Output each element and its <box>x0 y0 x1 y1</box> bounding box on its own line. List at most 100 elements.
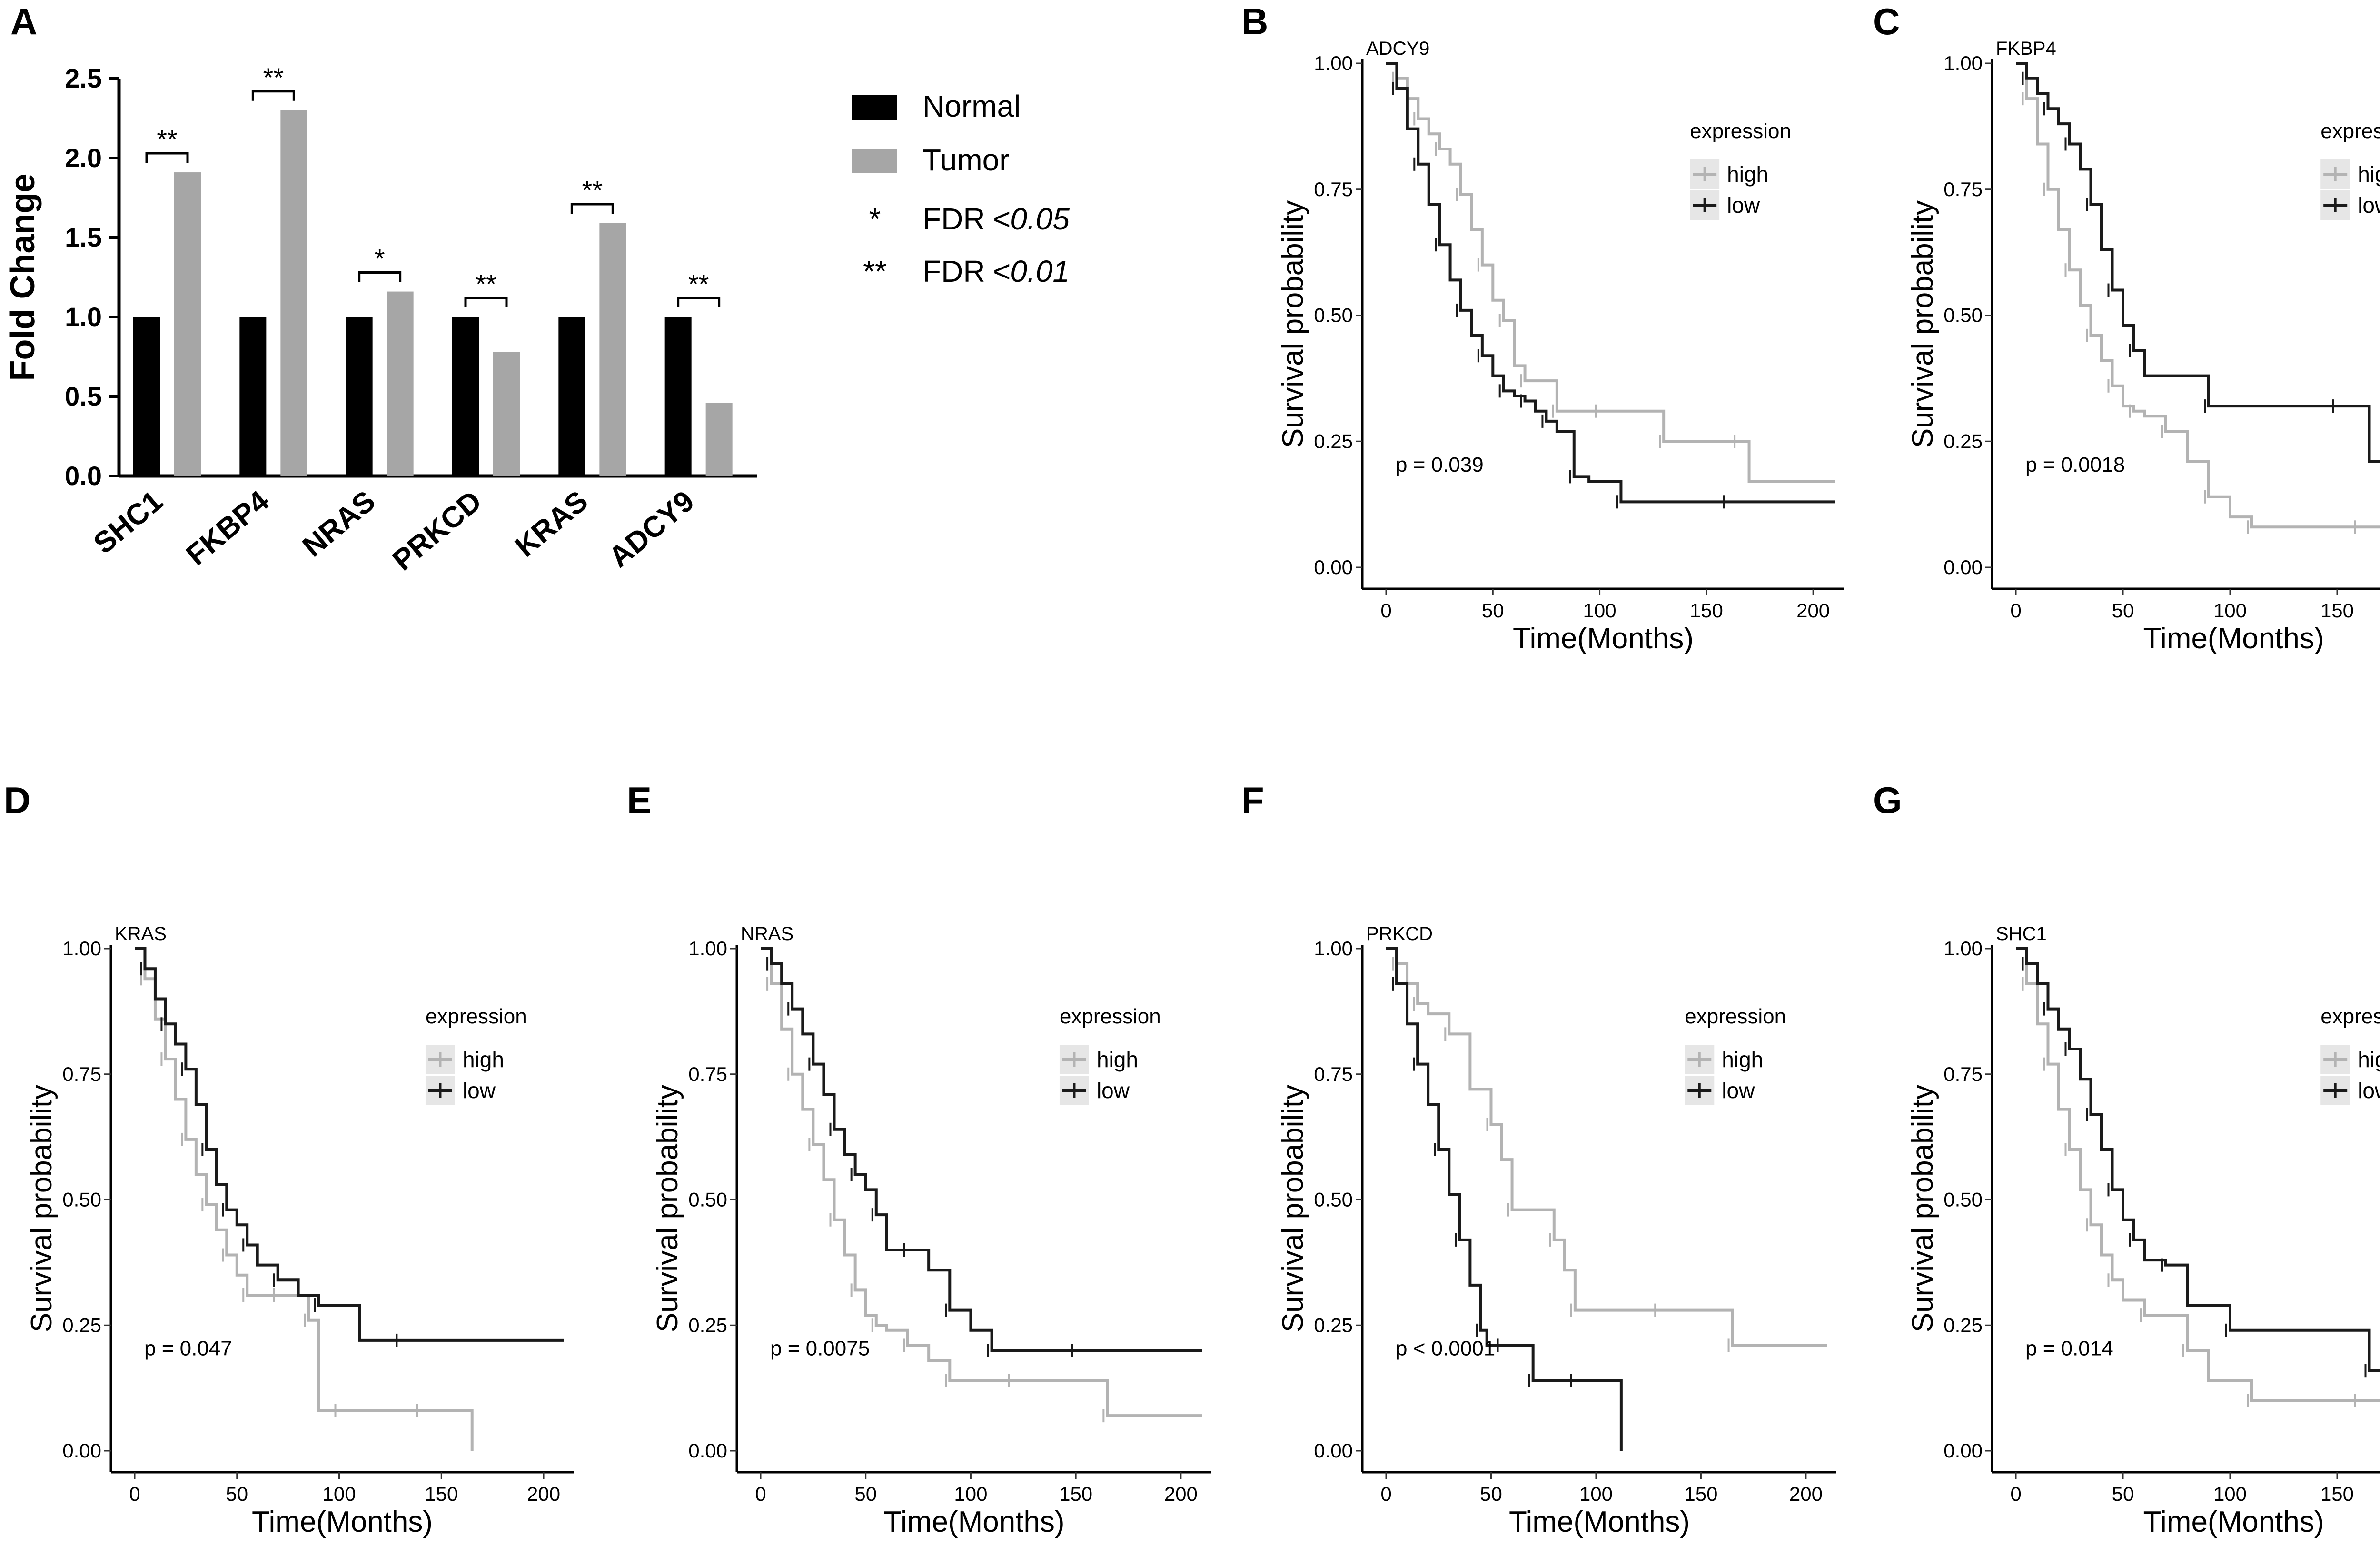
km-p-value: p = 0.0075 <box>770 1337 870 1360</box>
bar-normal-prkcd <box>452 317 479 476</box>
km-legend-label-low: low <box>463 1078 496 1103</box>
km-p-value: p = 0.039 <box>1396 453 1484 476</box>
significance-mark: ** <box>688 269 709 299</box>
bar-normal-adcy9 <box>664 317 692 476</box>
x-category-label: SHC1 <box>88 485 169 560</box>
km-y-axis-title: Survival probability <box>25 1085 58 1332</box>
x-category-label: NRAS <box>297 485 382 564</box>
km-p-value: p = 0.014 <box>2025 1337 2113 1360</box>
km-x-tick-label: 50 <box>226 1483 248 1505</box>
km-x-tick-label: 0 <box>1380 599 1391 622</box>
km-y-tick-label: 1.00 <box>688 937 727 960</box>
x-category-label: FKBP4 <box>180 485 275 572</box>
km-y-axis-title: Survival probability <box>651 1085 684 1332</box>
km-x-tick-label: 100 <box>2213 599 2247 622</box>
km-x-axis-title: Time(Months) <box>1509 1506 1690 1538</box>
km-x-tick-label: 200 <box>1164 1483 1198 1505</box>
km-x-tick-label: 150 <box>1690 599 1723 622</box>
km-curve-high <box>2016 62 2380 529</box>
km-panel-prkcd: F PRKCD 0.00 0.25 0.50 0.75 1.00 0 50 100 150 200 Ti… <box>1241 779 1836 1538</box>
km-x-tick-label: 50 <box>854 1483 877 1505</box>
x-category-label: PRKCD <box>387 485 488 577</box>
bar-tumor-adcy9 <box>705 403 733 476</box>
y-tick-label: 0.5 <box>65 381 102 411</box>
km-y-tick-label: 1.00 <box>1944 52 1983 74</box>
km-y-tick-label: 1.00 <box>1314 52 1353 74</box>
km-curve-low <box>761 947 1202 1352</box>
km-x-tick-label: 50 <box>2112 599 2134 622</box>
km-y-tick-label: 0.00 <box>1944 1439 1983 1462</box>
km-x-axis-title: Time(Months) <box>2143 1506 2324 1538</box>
km-legend-label-high: high <box>1097 1047 1138 1072</box>
y-tick-label: 2.0 <box>65 143 102 173</box>
km-x-tick-label: 0 <box>129 1483 140 1505</box>
km-curve-low <box>135 947 564 1342</box>
km-y-axis-title: Survival probability <box>1277 1085 1309 1332</box>
bar-normal-fkbp4 <box>239 317 267 476</box>
bar-tumor-kras <box>599 223 626 476</box>
panel-letter-b: B <box>1241 0 1268 42</box>
km-legend-label-low: low <box>1727 193 1760 218</box>
km-x-tick-label: 100 <box>2213 1483 2247 1505</box>
km-curve-low <box>1386 947 1623 1451</box>
km-curve-high <box>2016 947 2380 1402</box>
km-legend-title: expression <box>2320 119 2380 143</box>
km-legend: expression high low <box>1690 119 1791 220</box>
bar-tumor-nras <box>387 291 414 476</box>
km-y-tick-label: 0.25 <box>1944 430 1983 452</box>
km-x-tick-label: 150 <box>1684 1483 1717 1505</box>
y-tick-label: 0.0 <box>65 461 102 491</box>
panel-letter-d: D <box>4 779 30 821</box>
km-y-axis-title: Survival probability <box>1906 1085 1939 1332</box>
km-panel-shc1: GSHC10.000.250.500.751.00050100150200Tim… <box>1873 779 2380 1538</box>
km-y-axis-title: Survival probability <box>1277 200 1309 448</box>
km-x-tick-label: 0 <box>2010 1483 2021 1505</box>
km-legend-label-high: high <box>1727 162 1768 187</box>
km-y-tick-label: 0.75 <box>688 1063 727 1085</box>
km-x-axis-title: Time(Months) <box>252 1506 433 1538</box>
km-panel-fkbp4: CFKBP40.000.250.500.751.00050100150200Ti… <box>1873 0 2380 655</box>
significance-bracket <box>464 297 508 307</box>
bar-tumor-prkcd <box>493 352 520 476</box>
km-legend: expression high low <box>1059 1005 1161 1105</box>
km-title: KRAS <box>115 923 167 944</box>
bar-normal-shc1 <box>133 317 160 476</box>
km-y-tick-label: 0.50 <box>1314 304 1353 327</box>
km-x-tick-label: 200 <box>1789 1483 1823 1505</box>
significance-mark: ** <box>476 269 496 299</box>
km-curve-high <box>1386 62 1835 483</box>
km-p-value: p < 0.0001 <box>1396 1337 1495 1360</box>
km-x-tick-label: 150 <box>2320 1483 2354 1505</box>
km-curve-low <box>1386 62 1835 504</box>
legend-fdr-mark: * <box>869 202 881 236</box>
km-y-tick-label: 0.00 <box>1944 556 1983 578</box>
km-y-tick-label: 0.75 <box>1944 178 1983 200</box>
km-x-tick-label: 50 <box>1480 1483 1502 1505</box>
km-legend-label-low: low <box>1097 1078 1130 1103</box>
km-x-tick-label: 150 <box>425 1483 458 1505</box>
legend-fdr-mark: ** <box>863 254 887 288</box>
km-x-tick-label: 0 <box>2010 599 2021 622</box>
km-y-tick-label: 0.25 <box>1314 430 1353 452</box>
significance-bracket <box>677 297 721 307</box>
legend-fdr-threshold: <0.01 <box>992 254 1070 288</box>
km-y-tick-label: 0.75 <box>62 1063 101 1085</box>
km-x-tick-label: 100 <box>1579 1483 1613 1505</box>
km-y-tick-label: 0.50 <box>1944 1189 1983 1211</box>
km-x-tick-label: 100 <box>954 1483 987 1505</box>
significance-bracket <box>358 271 402 282</box>
km-x-tick-label: 50 <box>1482 599 1504 622</box>
km-x-tick-label: 50 <box>2112 1483 2134 1505</box>
km-y-tick-label: 0.50 <box>1314 1189 1353 1211</box>
km-x-tick-label: 0 <box>755 1483 766 1505</box>
km-x-tick-label: 150 <box>2320 599 2354 622</box>
legend-fdr-prefix: FDR <box>922 202 985 236</box>
km-y-tick-label: 0.50 <box>62 1189 101 1211</box>
km-y-tick-label: 0.25 <box>1314 1314 1353 1336</box>
km-y-tick-label: 1.00 <box>1314 937 1353 960</box>
km-x-tick-label: 200 <box>1796 599 1830 622</box>
x-category-label: KRAS <box>509 485 594 564</box>
panel-letter-f: F <box>1241 779 1264 821</box>
km-curve-high <box>1386 947 1827 1347</box>
